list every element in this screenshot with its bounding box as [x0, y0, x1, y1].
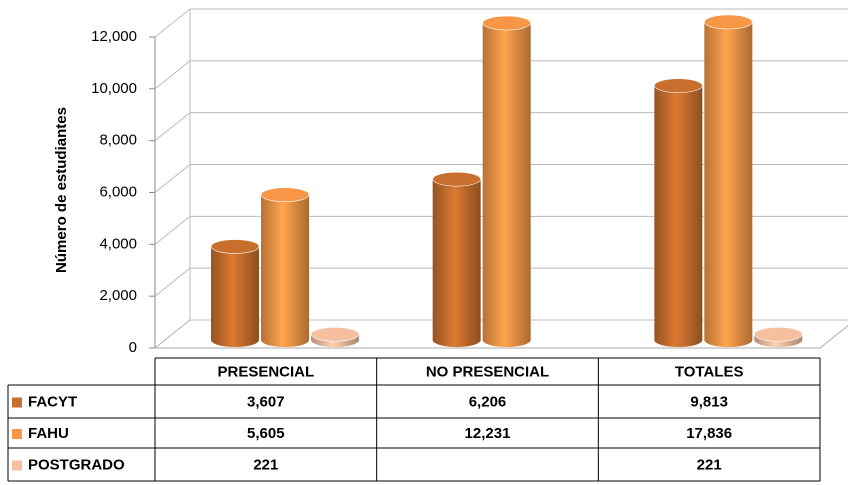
y-tick-label: 4,000	[99, 235, 137, 252]
bar-top	[704, 14, 753, 30]
table-cell: 12,231	[465, 425, 511, 442]
table-cell: 17,836	[686, 425, 732, 442]
bar-body	[211, 246, 259, 340]
table-cell: 9,813	[690, 393, 728, 410]
bar-body	[704, 22, 753, 340]
grid-line	[154, 319, 848, 349]
grid-line	[154, 60, 848, 90]
bar-body	[432, 179, 481, 340]
y-tick-label: 12,000	[91, 28, 137, 45]
table-cell: 221	[697, 456, 722, 473]
bar-top	[310, 326, 360, 342]
plot	[210, 14, 803, 347]
grid-line	[154, 164, 848, 193]
y-tick-label: 8,000	[99, 132, 137, 149]
y-axis-label: Número de estudiantes	[53, 107, 70, 273]
bar-body	[654, 85, 703, 340]
legend-label: FAHU	[28, 425, 69, 442]
bar	[210, 239, 260, 347]
y-tick-label: 10,000	[91, 80, 137, 97]
legend-swatch	[12, 429, 22, 439]
bar-body	[261, 194, 309, 340]
legend-label: POSTGRADO	[28, 456, 125, 473]
x-tick-label: NO PRESENCIAL	[426, 363, 549, 380]
y-tick-label: 2,000	[99, 287, 137, 304]
x-tick-label: TOTALES	[675, 363, 744, 380]
y-tick-label: 0	[129, 339, 137, 356]
bar	[704, 14, 753, 347]
table-cell: 6,206	[469, 393, 507, 410]
bar	[654, 78, 703, 347]
table-cell: 3,607	[247, 393, 285, 410]
bar	[432, 171, 481, 347]
bar	[310, 326, 360, 347]
y-tick-label: 6,000	[99, 183, 137, 200]
bar-body	[482, 23, 531, 341]
bar-top	[432, 171, 481, 187]
bar	[260, 187, 310, 347]
x-tick-label: PRESENCIAL	[217, 363, 314, 380]
bar-top	[754, 326, 803, 342]
grid-line	[154, 112, 848, 142]
table-cell: 5,605	[247, 425, 285, 442]
table-cell: 221	[253, 456, 278, 473]
legend-label: FACYT	[28, 393, 77, 410]
legend-swatch	[12, 460, 22, 471]
bar-top	[260, 187, 310, 203]
bar-top	[210, 239, 260, 254]
bar-top	[654, 78, 703, 93]
grid-line	[154, 8, 848, 38]
legend-swatch	[12, 397, 22, 408]
bar-top	[482, 15, 531, 31]
bar	[482, 15, 531, 347]
grid-line	[154, 215, 848, 245]
grid-line	[154, 267, 848, 297]
bar	[754, 326, 803, 347]
